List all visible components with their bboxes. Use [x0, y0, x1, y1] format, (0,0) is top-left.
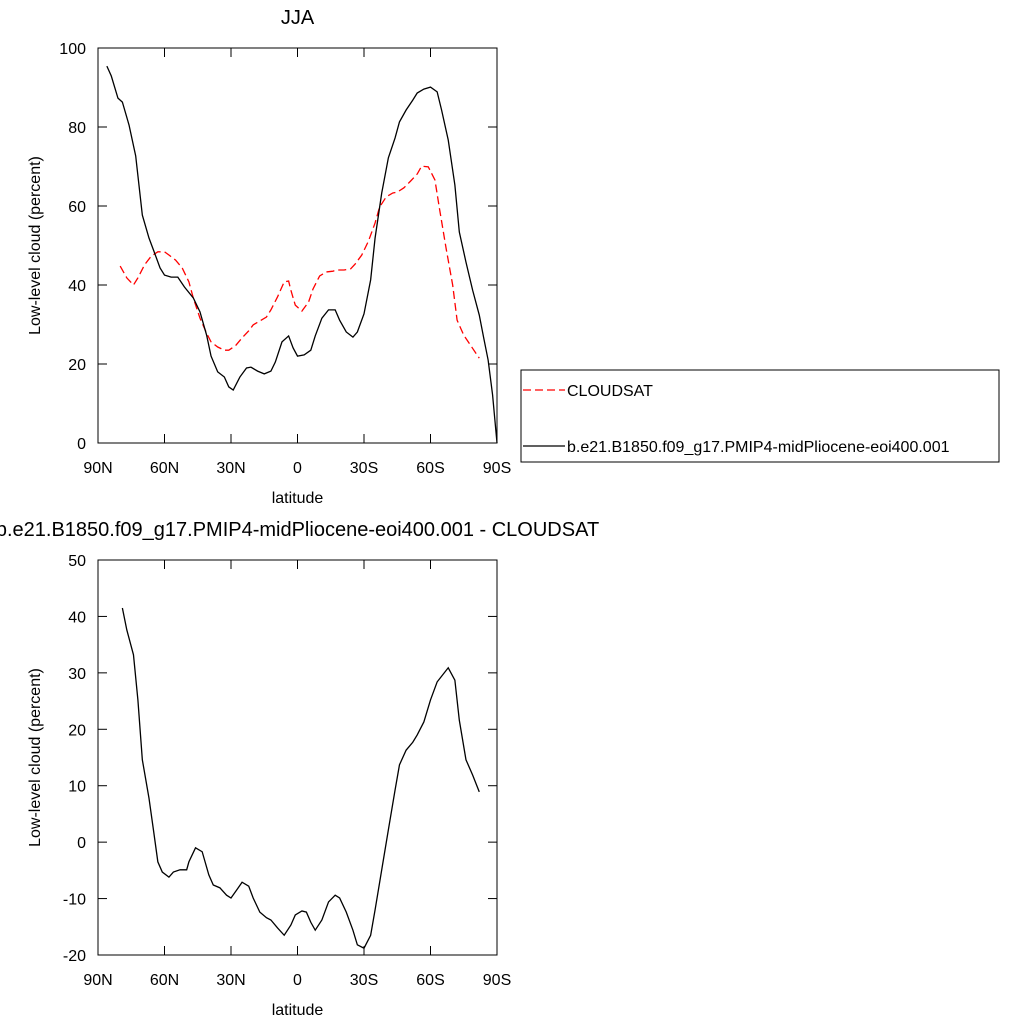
- data-line: [106, 65, 498, 444]
- y-tick-label: 100: [59, 41, 86, 58]
- y-tick-label: -10: [63, 892, 86, 909]
- y-tick-label: 0: [77, 436, 86, 453]
- x-tick-label: 0: [293, 460, 302, 477]
- y-axis-label: Low-level cloud (percent): [27, 156, 44, 335]
- y-tick-label: 80: [68, 120, 86, 137]
- x-tick-label: 90S: [483, 460, 511, 477]
- y-tick-label: 20: [68, 722, 86, 739]
- x-tick-label: 30N: [216, 972, 245, 989]
- y-tick-label: 30: [68, 666, 86, 683]
- y-axis-label: Low-level cloud (percent): [27, 668, 44, 847]
- x-tick-label: 90N: [83, 972, 112, 989]
- chart-title: JJA: [281, 7, 315, 29]
- x-tick-label: 0: [293, 972, 302, 989]
- x-tick-label: 60S: [416, 460, 444, 477]
- legend-label: CLOUDSAT: [567, 383, 653, 400]
- x-tick-label: 30S: [350, 460, 378, 477]
- data-line: [119, 165, 480, 359]
- y-tick-label: 20: [68, 357, 86, 374]
- y-tick-label: 40: [68, 609, 86, 626]
- legend-label: b.e21.B1850.f09_g17.PMIP4-midPliocene-eo…: [567, 439, 950, 456]
- plot-frame: [97, 47, 498, 444]
- x-tick-label: 60S: [416, 972, 444, 989]
- data-line: [121, 607, 480, 950]
- x-tick-label: 30N: [216, 460, 245, 477]
- x-tick-label: 60N: [150, 460, 179, 477]
- x-tick-label: 90N: [83, 460, 112, 477]
- chart-title: b.e21.B1850.f09_g17.PMIP4-midPliocene-eo…: [0, 519, 599, 541]
- y-tick-label: 0: [77, 835, 86, 852]
- x-tick-label: 90S: [483, 972, 511, 989]
- x-axis-label: latitude: [272, 1002, 324, 1019]
- y-tick-label: 60: [68, 199, 86, 216]
- x-axis-label: latitude: [272, 490, 324, 507]
- y-tick-label: 50: [68, 553, 86, 570]
- legend-box: [520, 369, 1000, 463]
- y-tick-label: -20: [63, 948, 86, 965]
- plot-frame: [97, 559, 498, 956]
- x-tick-label: 30S: [350, 972, 378, 989]
- y-tick-label: 10: [68, 779, 86, 796]
- y-tick-label: 40: [68, 278, 86, 295]
- x-tick-label: 60N: [150, 972, 179, 989]
